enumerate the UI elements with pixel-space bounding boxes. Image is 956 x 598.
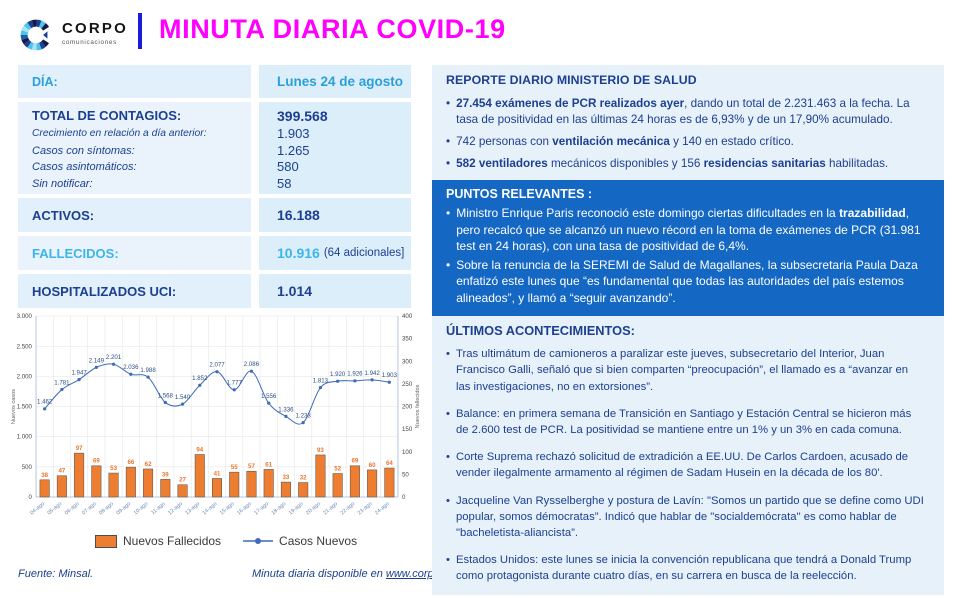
svg-text:2.500: 2.500 — [17, 343, 33, 350]
svg-text:69: 69 — [351, 458, 358, 465]
svg-text:1.926: 1.926 — [347, 371, 363, 378]
svg-text:1.777: 1.777 — [227, 380, 243, 387]
svg-text:32: 32 — [300, 474, 307, 481]
svg-text:61: 61 — [265, 461, 272, 468]
svg-text:1.540: 1.540 — [175, 394, 191, 401]
svg-text:47: 47 — [58, 468, 65, 475]
svg-text:66: 66 — [127, 459, 134, 466]
svg-text:55: 55 — [231, 464, 238, 471]
svg-text:Nuevos casos: Nuevos casos — [11, 389, 17, 424]
svg-text:41: 41 — [214, 470, 221, 477]
svg-text:57: 57 — [248, 463, 255, 470]
svg-text:14-ago: 14-ago — [202, 501, 219, 516]
svg-text:1.813: 1.813 — [313, 378, 329, 385]
svg-text:16-ago: 16-ago — [236, 501, 253, 516]
svg-text:1.556: 1.556 — [261, 393, 277, 400]
svg-text:20-ago: 20-ago — [305, 501, 322, 516]
svg-text:150: 150 — [402, 426, 413, 433]
svg-text:97: 97 — [76, 445, 83, 452]
svg-text:69: 69 — [93, 458, 100, 465]
svg-text:23-ago: 23-ago — [357, 501, 374, 516]
svg-text:09-ago: 09-ago — [116, 501, 133, 516]
svg-text:08-ago: 08-ago — [98, 501, 115, 516]
svg-text:350: 350 — [402, 336, 413, 343]
svg-text:18-ago: 18-ago — [271, 501, 288, 516]
svg-text:1.233: 1.233 — [296, 413, 312, 420]
svg-text:53: 53 — [110, 465, 117, 472]
svg-text:93: 93 — [317, 447, 324, 454]
svg-text:11-ago: 11-ago — [150, 501, 166, 516]
svg-text:17-ago: 17-ago — [253, 501, 270, 516]
svg-text:300: 300 — [402, 358, 413, 365]
svg-text:400: 400 — [402, 313, 413, 320]
svg-text:1.903: 1.903 — [382, 372, 398, 379]
svg-text:60: 60 — [369, 462, 376, 469]
svg-text:06-ago: 06-ago — [64, 501, 81, 516]
svg-text:62: 62 — [145, 461, 152, 468]
svg-text:1.942: 1.942 — [364, 370, 380, 377]
svg-text:04-ago: 04-ago — [29, 501, 46, 516]
svg-text:0: 0 — [29, 494, 33, 501]
svg-text:1.336: 1.336 — [278, 406, 294, 413]
svg-text:39: 39 — [162, 471, 169, 478]
svg-text:1.988: 1.988 — [140, 367, 156, 374]
svg-text:38: 38 — [41, 472, 48, 479]
svg-text:21-ago: 21-ago — [322, 501, 339, 516]
svg-text:1.852: 1.852 — [192, 375, 208, 382]
svg-text:1.462: 1.462 — [37, 399, 53, 406]
svg-text:0: 0 — [402, 494, 406, 501]
svg-text:33: 33 — [283, 474, 290, 481]
svg-text:Nuevos fallecidos: Nuevos fallecidos — [415, 384, 421, 428]
svg-text:200: 200 — [402, 404, 413, 411]
svg-text:2.077: 2.077 — [209, 362, 225, 369]
svg-text:24-ago: 24-ago — [374, 501, 391, 516]
svg-text:13-ago: 13-ago — [184, 501, 201, 516]
svg-text:50: 50 — [402, 471, 409, 478]
svg-text:19-ago: 19-ago — [288, 501, 305, 516]
svg-text:100: 100 — [402, 449, 413, 456]
svg-text:22-ago: 22-ago — [340, 501, 357, 516]
svg-text:1.947: 1.947 — [71, 369, 87, 376]
svg-text:05-ago: 05-ago — [47, 501, 64, 516]
svg-text:2.000: 2.000 — [17, 373, 33, 380]
svg-text:1.920: 1.920 — [330, 371, 346, 378]
svg-text:12-ago: 12-ago — [167, 501, 184, 516]
svg-text:3.000: 3.000 — [17, 313, 33, 320]
svg-text:1.568: 1.568 — [158, 392, 174, 399]
svg-text:1.500: 1.500 — [17, 404, 33, 411]
svg-text:27: 27 — [179, 477, 186, 484]
svg-text:64: 64 — [386, 460, 393, 467]
svg-text:500: 500 — [22, 464, 33, 471]
svg-text:94: 94 — [196, 446, 203, 453]
svg-text:10-ago: 10-ago — [133, 501, 150, 516]
svg-text:2.086: 2.086 — [244, 361, 260, 368]
svg-text:250: 250 — [402, 381, 413, 388]
svg-text:1.000: 1.000 — [17, 434, 33, 441]
svg-text:2.201: 2.201 — [106, 354, 122, 361]
svg-text:07-ago: 07-ago — [81, 501, 98, 516]
svg-text:2.149: 2.149 — [89, 357, 105, 364]
svg-text:52: 52 — [334, 465, 341, 472]
svg-text:2.036: 2.036 — [123, 364, 139, 371]
svg-text:1.781: 1.781 — [54, 379, 70, 386]
svg-text:15-ago: 15-ago — [219, 501, 236, 516]
